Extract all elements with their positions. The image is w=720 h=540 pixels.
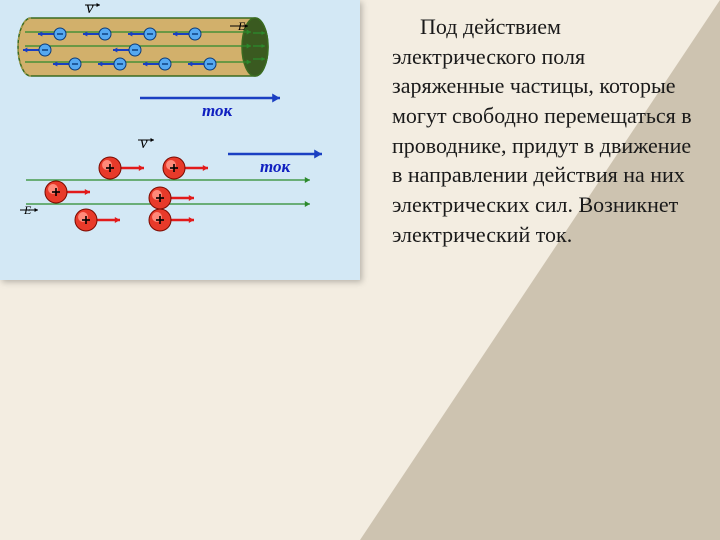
svg-text:ток: ток <box>260 157 290 176</box>
svg-text:E: E <box>23 203 32 217</box>
physics-diagram: v Eток v Eток <box>0 0 360 280</box>
diagram-panel: v Eток v Eток <box>0 0 360 280</box>
svg-text:v: v <box>140 133 148 152</box>
svg-text:v: v <box>86 0 94 17</box>
svg-text:ток: ток <box>202 101 232 120</box>
svg-text:E: E <box>237 19 246 33</box>
explanation-text: Под действием электрического поля заряже… <box>392 12 702 250</box>
